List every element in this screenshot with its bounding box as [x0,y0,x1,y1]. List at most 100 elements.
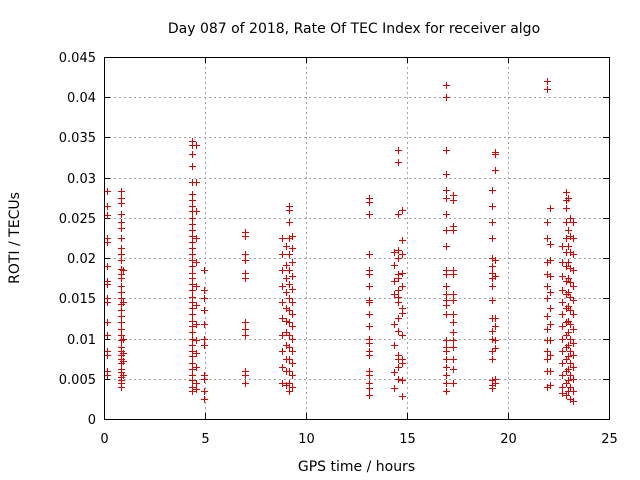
data-point [443,348,450,355]
plot-frame [104,57,610,420]
data-point [399,270,406,277]
data-point [547,273,554,280]
data-point [399,393,406,400]
data-point [565,329,572,336]
data-point [570,267,577,274]
data-point [395,247,402,254]
data-point [189,287,196,294]
data-point [366,392,373,399]
x-tick-label: 5 [201,432,209,447]
data-point [395,364,402,371]
data-point [489,283,496,290]
data-point [201,267,208,274]
data-point [570,340,577,347]
data-point [118,283,125,290]
data-point [283,243,290,250]
data-point [286,267,293,274]
data-point [547,368,554,375]
data-point [443,356,450,363]
data-point [289,348,296,355]
data-point [189,299,196,306]
data-point [242,275,249,282]
data-point [189,233,196,240]
data-point [286,251,293,258]
data-point [563,205,570,212]
data-point [104,319,111,326]
data-point [104,299,111,306]
y-tick-label: 0.045 [59,51,96,66]
data-point [120,336,127,343]
y-tick-label: 0.02 [67,252,96,267]
x-axis-label: GPS time / hours [298,459,415,475]
data-point [283,275,290,282]
data-point [201,307,208,314]
data-point [189,388,196,395]
data-point [565,227,572,234]
data-point [492,151,499,158]
data-point [570,219,577,226]
data-point [391,262,398,269]
data-point [366,199,373,206]
data-point [443,171,450,178]
data-point [286,356,293,363]
data-point [201,287,208,294]
y-tick-label: 0.035 [59,131,96,146]
data-point [559,323,566,330]
data-point [201,321,208,328]
labels-layer: Day 087 of 2018, Rate Of TEC Index for r… [7,21,540,475]
data-point [118,307,125,314]
data-point [395,159,402,166]
data-point [443,187,450,194]
data-point [563,392,570,399]
data-point [286,295,293,302]
data-point [399,360,406,367]
data-point [492,337,499,344]
data-point [399,377,406,384]
data-point [279,348,286,355]
data-point [189,257,196,264]
data-point [242,326,249,333]
data-point [242,319,249,326]
data-point [120,372,127,379]
data-point [286,332,293,339]
data-point [189,336,196,343]
data-point [366,211,373,218]
data-point [399,251,406,258]
data-point [443,243,450,250]
data-point [118,200,125,207]
data-point [399,237,406,244]
data-point [193,283,200,290]
data-point [104,239,111,246]
data-point [104,212,111,219]
data-point [189,215,196,222]
data-point [242,372,249,379]
y-tick-label: 0.015 [59,292,96,307]
data-point [366,323,373,330]
data-point [286,368,293,375]
data-point [492,167,499,174]
data-point [559,336,566,343]
data-point [570,364,577,371]
data-point [544,348,551,355]
data-point [391,249,398,256]
data-point [118,326,125,333]
data-point [118,289,125,296]
data-point [289,323,296,330]
data-point [567,348,574,355]
data-point [391,291,398,298]
data-point [443,302,450,309]
data-point [559,273,566,280]
data-point [565,366,572,373]
data-point [489,348,496,355]
data-point [366,271,373,278]
data-point [118,219,125,226]
data-point [193,179,200,186]
data-point [189,245,196,252]
data-point [201,295,208,302]
data-point [366,340,373,347]
data-point [189,239,196,246]
data-point [193,380,200,387]
data-point [193,386,200,393]
data-point [189,377,196,384]
